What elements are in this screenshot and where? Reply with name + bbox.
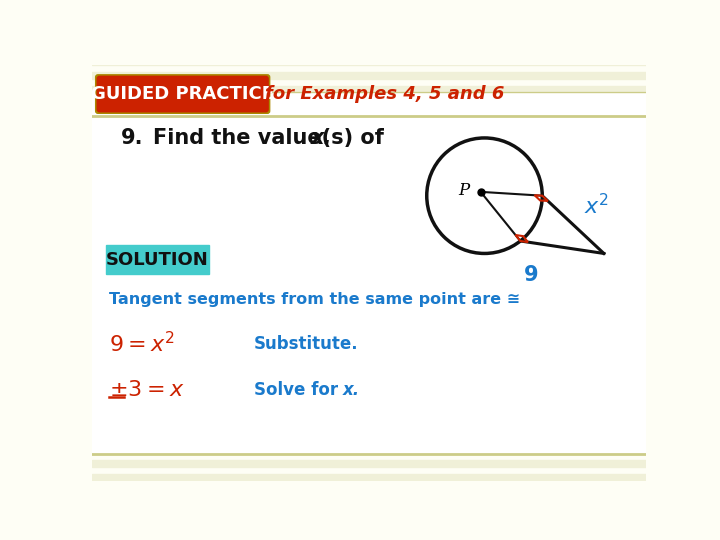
Text: Find the value(s) of: Find the value(s) of xyxy=(153,128,392,148)
Bar xyxy=(92,404,647,411)
Text: Solve for: Solve for xyxy=(253,381,343,399)
Bar xyxy=(92,418,647,425)
Bar xyxy=(92,113,647,120)
Bar xyxy=(92,16,647,23)
Bar xyxy=(92,460,647,467)
Text: 9: 9 xyxy=(523,265,538,285)
Bar xyxy=(92,349,647,356)
Text: SOLUTION: SOLUTION xyxy=(106,251,209,268)
Bar xyxy=(92,155,647,162)
Bar xyxy=(92,197,647,204)
Bar xyxy=(92,58,647,65)
Text: for Examples 4, 5 and 6: for Examples 4, 5 and 6 xyxy=(265,85,504,103)
Bar xyxy=(92,432,647,439)
Bar xyxy=(92,224,647,231)
Text: $9 = x^2$: $9 = x^2$ xyxy=(109,331,175,356)
Bar xyxy=(92,252,647,259)
Text: Tangent segments from the same point are ≅: Tangent segments from the same point are… xyxy=(109,292,520,307)
Text: 9.: 9. xyxy=(121,128,143,148)
Bar xyxy=(92,127,647,134)
Bar xyxy=(92,3,647,9)
Bar xyxy=(92,294,647,300)
Text: x.: x. xyxy=(343,381,360,399)
Bar xyxy=(92,377,647,383)
Bar xyxy=(92,210,647,217)
Text: GUIDED PRACTICE: GUIDED PRACTICE xyxy=(91,85,274,103)
FancyBboxPatch shape xyxy=(97,76,268,112)
Bar xyxy=(92,238,647,245)
Bar xyxy=(92,183,647,190)
Text: $\pm3 = x$: $\pm3 = x$ xyxy=(109,380,184,400)
Bar xyxy=(92,141,647,148)
Bar xyxy=(92,168,647,176)
Text: x.: x. xyxy=(311,128,333,148)
Bar xyxy=(92,363,647,370)
Text: $x^2$: $x^2$ xyxy=(584,193,608,218)
Bar xyxy=(92,446,647,453)
Bar xyxy=(92,99,647,106)
Text: P: P xyxy=(458,182,469,199)
Bar xyxy=(92,44,647,51)
Bar xyxy=(92,390,647,397)
Bar xyxy=(92,266,647,273)
Bar xyxy=(92,474,647,481)
Bar xyxy=(92,92,647,454)
Bar xyxy=(92,280,647,287)
Bar xyxy=(92,335,647,342)
Bar xyxy=(92,85,647,92)
Bar xyxy=(92,321,647,328)
FancyBboxPatch shape xyxy=(106,245,209,274)
Text: Substitute.: Substitute. xyxy=(253,335,358,353)
Bar xyxy=(92,30,647,37)
Bar xyxy=(92,72,647,79)
FancyBboxPatch shape xyxy=(96,75,270,113)
Bar xyxy=(92,307,647,314)
